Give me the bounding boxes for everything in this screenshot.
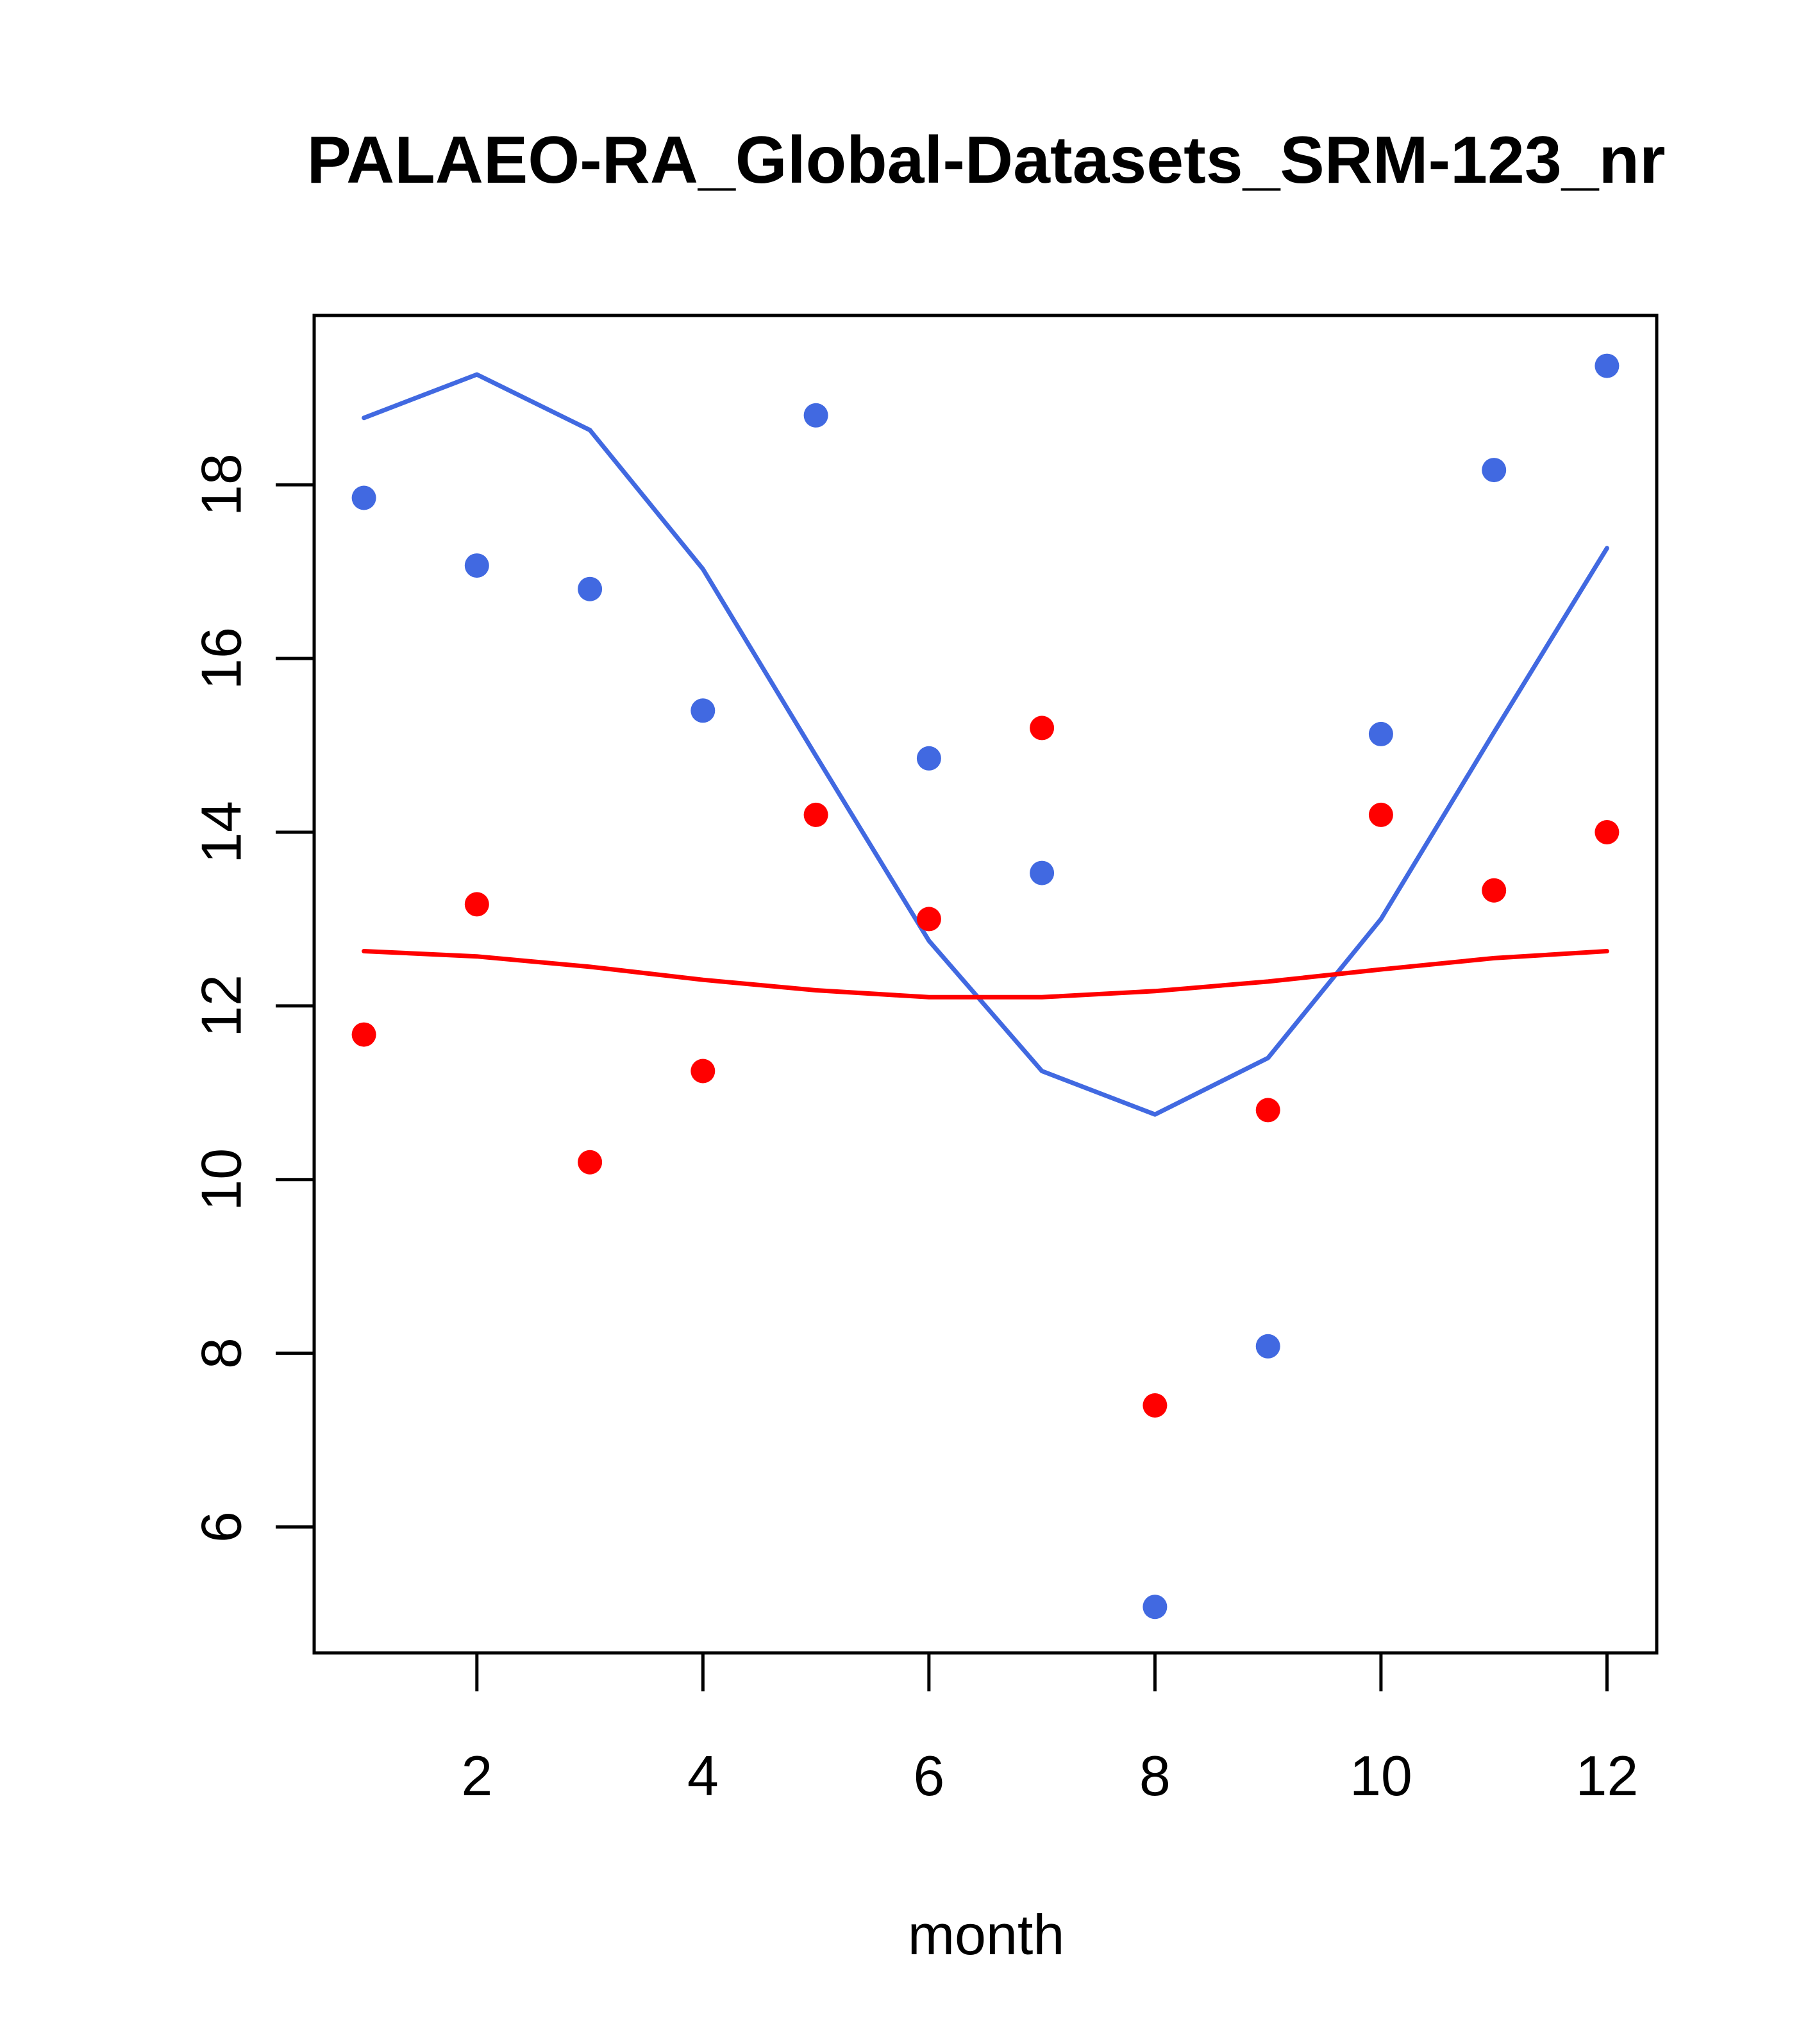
data-point-red-points [1143,1393,1168,1418]
data-point-blue-points [578,576,603,601]
data-point-red-points [1255,1098,1280,1123]
y-tick-label: 16 [190,627,253,690]
data-point-red-points [464,892,489,917]
y-tick-label: 18 [190,453,253,516]
y-axis: 6 8 10 12 14 16 18 [190,453,316,1543]
x-axis-label: month [908,1903,1065,1966]
chart-title: PALAEO-RA_Global-Datasets_SRM-123_nr [306,123,1665,197]
data-point-blue-points [1143,1595,1168,1620]
data-point-red-points [1030,716,1055,741]
data-point-blue-points [1482,458,1507,483]
y-tick-label: 14 [190,801,253,864]
data-point-red-points [691,1059,716,1084]
y-tick-label: 10 [190,1148,253,1211]
y-tick-label: 12 [190,975,253,1037]
data-point-red-points [916,907,941,932]
x-tick-label: 10 [1350,1744,1412,1807]
data-point-red-points [803,802,828,827]
series-line-red-line [362,949,1609,1000]
data-point-blue-points [916,746,941,771]
data-point-red-points [1482,878,1507,903]
series-line-blue-line [362,372,1609,1117]
data-point-blue-points [1255,1334,1280,1359]
x-tick-label: 12 [1575,1744,1638,1807]
data-point-red-points [351,1022,376,1047]
y-tick-label: 8 [190,1337,253,1369]
y-tick-label: 6 [190,1511,253,1543]
data-point-blue-points [691,698,716,723]
data-point-blue-points [1595,353,1620,378]
x-tick-label: 6 [913,1744,944,1807]
x-axis: 2 4 6 8 10 12 [461,1651,1638,1807]
x-tick-label: 8 [1139,1744,1171,1807]
data-point-red-points [1368,802,1393,827]
data-point-blue-points [803,403,828,428]
data-point-blue-points [464,553,489,578]
data-point-red-points [578,1150,603,1175]
x-tick-label: 4 [687,1744,719,1807]
data-point-blue-points [1030,860,1055,885]
x-tick-label: 2 [461,1744,492,1807]
data-point-blue-points [1368,721,1393,746]
data-point-red-points [1595,820,1620,844]
data-point-blue-points [351,485,376,510]
series-lines [362,372,1609,1117]
series-points [351,353,1620,1620]
